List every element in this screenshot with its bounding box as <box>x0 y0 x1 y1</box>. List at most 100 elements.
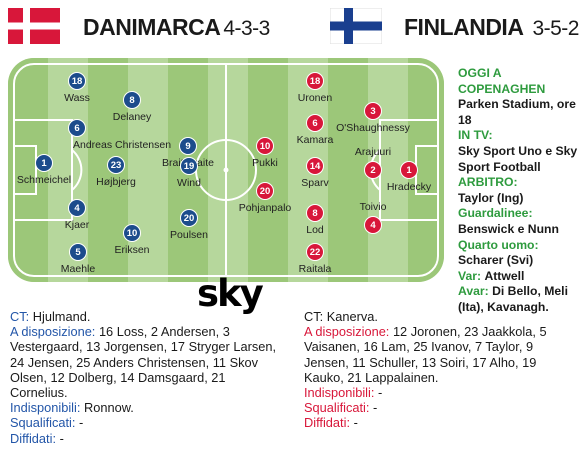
player-marker: 4 Kjaer <box>31 199 123 231</box>
linesmen-value: Benswick e Nunn <box>458 221 559 236</box>
home-team-details: CT: Hjulmand. A disposizione: 16 Loss, 2… <box>10 309 286 446</box>
home-subs: 16 Loss, 2 Andersen, 3 Vestergaard, 13 J… <box>10 324 277 401</box>
away-subs-label: A disposizione: <box>304 324 390 340</box>
away-team-details: CT: Kanerva. A disposizione: 12 Joronen,… <box>304 309 574 431</box>
denmark-flag-icon <box>8 8 60 44</box>
referee-label: ARBITRO: <box>458 175 518 190</box>
away-coach-label: CT: <box>304 309 324 324</box>
player-marker: 20 Pohjanpalo <box>219 182 311 214</box>
home-warned: - <box>59 430 64 446</box>
shirt-number: 6 <box>68 119 86 137</box>
player-name: Hradecky <box>386 181 432 193</box>
player-name: Schmeichel <box>16 174 72 186</box>
shirt-number: 14 <box>306 157 324 175</box>
away-warned: - <box>353 415 358 431</box>
player-name: Uronen <box>297 92 333 104</box>
shirt-number: 23 <box>107 156 125 174</box>
shirt-number: 4 <box>68 199 86 217</box>
fourth-official-label: Quarto uomo: <box>458 237 539 252</box>
home-coach-label: CT: <box>10 309 30 324</box>
away-subs: 12 Joronen, 23 Jaakkola, 5 Vaisanen, 16 … <box>304 324 547 385</box>
home-team-name: Danimarca <box>83 14 221 40</box>
player-marker: 10 Eriksen <box>86 224 178 256</box>
fourth-official-value: Scharer (Svi) <box>458 253 534 268</box>
player-name: Eriksen <box>114 244 150 256</box>
shirt-number: 20 <box>256 182 274 200</box>
home-unavailable: Ronnow. <box>84 400 134 416</box>
player-marker: 8 Delaney <box>86 91 178 123</box>
player-marker: 22 Raitala <box>269 243 361 275</box>
sky-logo: sky <box>197 272 264 315</box>
player-name: Højbjerg <box>96 176 136 188</box>
avar-value: Di Bello, Meli (Ita), Kavanagh. <box>458 284 568 314</box>
player-name: Kamara <box>296 134 334 146</box>
player-marker: 1 Hradecky <box>363 161 444 193</box>
player-marker: 1 Schmeichel <box>8 154 90 186</box>
player-name: Delaney <box>112 111 152 123</box>
shirt-number: 22 <box>306 243 324 261</box>
player-marker: 23 Højbjerg <box>70 156 162 188</box>
var-value: Attwell <box>484 268 525 283</box>
shirt-number: 6 <box>306 114 324 132</box>
away-unavailable-label: Indisponibili: <box>304 385 375 401</box>
player-name: Pukki <box>252 157 278 169</box>
player-marker: 6 Andreas Christensen <box>31 119 171 151</box>
shirt-number: 5 <box>69 243 87 261</box>
linesmen-label: Guardalinee: <box>458 206 533 221</box>
shirt-number: 2 <box>364 161 382 179</box>
player-marker: 18 Uronen <box>269 72 361 104</box>
football-pitch: 18 Wass 6 Andreas Christensen 1 Schmeich… <box>8 58 444 282</box>
finland-flag-icon <box>330 8 382 44</box>
shirt-number: 9 <box>179 137 197 155</box>
shirt-number: 19 <box>180 157 198 175</box>
shirt-number: 1 <box>35 154 53 172</box>
shirt-number: 3 <box>364 102 382 120</box>
away-coach: Kanerva. <box>326 309 378 324</box>
shirt-number: 1 <box>400 161 418 179</box>
match-info-panel: OGGI A COPENAGHEN Parken Stadium, ore 18… <box>458 66 580 316</box>
player-marker: 10 Pukki <box>219 137 311 169</box>
home-coach: Hjulmand. <box>32 309 91 324</box>
home-subs-label: A disposizione: <box>10 324 96 340</box>
player-name: Raitala <box>298 263 332 275</box>
player-marker: 19 Wind <box>143 157 235 189</box>
shirt-number: 18 <box>306 72 324 90</box>
player-name: Wass <box>64 92 90 104</box>
player-marker: 4 Toivio <box>327 201 419 248</box>
player-name: Andreas Christensen <box>73 139 172 151</box>
away-unavailable: - <box>378 385 383 401</box>
avar-label: Avar: <box>458 284 489 299</box>
player-name: Maehle <box>60 263 96 275</box>
player-name: Pohjanpalo <box>238 202 292 214</box>
player-name: Poulsen <box>170 229 208 241</box>
var-label: Var: <box>458 268 482 283</box>
player-marker: 20 Poulsen <box>143 209 235 241</box>
player-marker: 3 O'Shaughnessy <box>327 102 419 134</box>
shirt-number: 4 <box>364 216 382 234</box>
player-name: Lod <box>306 224 324 236</box>
venue-label: OGGI A COPENAGHEN <box>458 66 546 96</box>
shirt-number: 10 <box>256 137 274 155</box>
player-name: Kjaer <box>64 219 90 231</box>
player-marker: 14 Sparv <box>269 157 361 189</box>
player-name: Arajuuri <box>354 146 392 158</box>
shirt-number: 10 <box>123 224 141 242</box>
home-warned-label: Diffidati: <box>10 430 56 446</box>
player-name: Wind <box>177 177 201 189</box>
referee-value: Taylor (Ing) <box>458 190 524 205</box>
tv-value: Sky Sport Uno e Sky Sport Football <box>458 143 578 174</box>
tv-label: IN TV: <box>458 128 493 143</box>
player-name: Sparv <box>301 177 329 189</box>
shirt-number: 8 <box>306 204 324 222</box>
home-suspended-label: Squalificati: <box>10 415 76 431</box>
home-team-header: Danimarca 4-3-3 <box>83 14 270 41</box>
home-formation: 4-3-3 <box>223 17 270 40</box>
pitch-markings <box>8 58 444 282</box>
home-suspended: - <box>79 415 84 431</box>
home-unavailable-label: Indisponibili: <box>10 400 81 416</box>
shirt-number: 20 <box>180 209 198 227</box>
shirt-number: 18 <box>68 72 86 90</box>
player-name: O'Shaughnessy <box>336 122 410 134</box>
venue-value: Parken Stadium, ore 18 <box>458 97 576 127</box>
away-team-name: Finlandia <box>404 14 524 40</box>
